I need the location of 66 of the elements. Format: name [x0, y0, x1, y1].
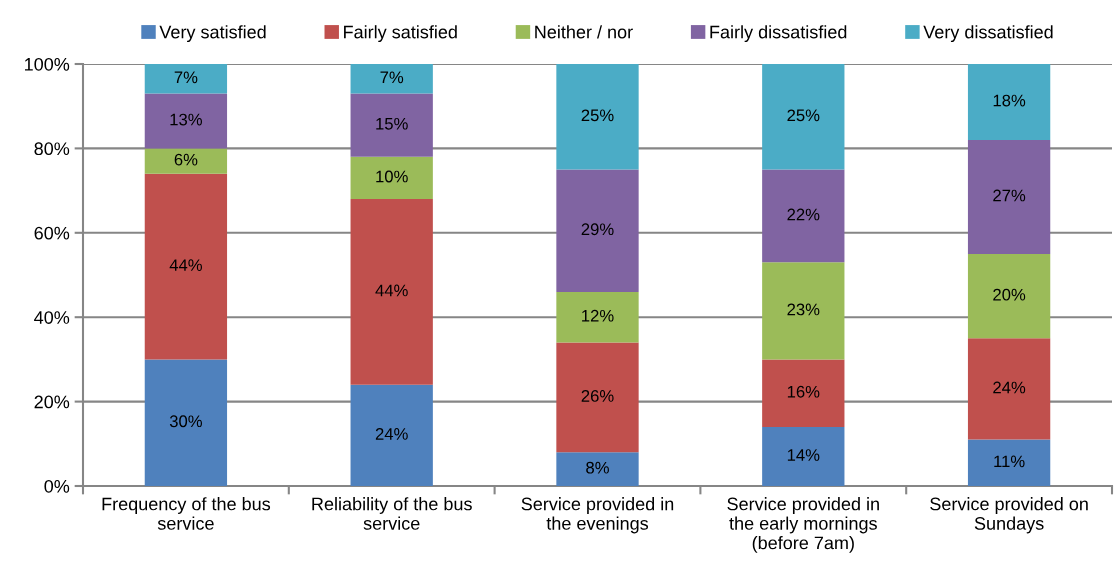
- bar: [762, 64, 845, 170]
- y-tick-label: 0%: [44, 479, 70, 493]
- data-label: 15%: [376, 117, 408, 130]
- data-label: 13%: [170, 113, 202, 126]
- bar: [967, 253, 1051, 339]
- legend-label: Fairly dissatisfied: [710, 25, 847, 43]
- bar: [556, 291, 639, 343]
- bar: [144, 93, 228, 149]
- x-tick-label: Service provided in the evenings: [521, 497, 674, 534]
- x-tick-label: Service provided on Sundays: [930, 497, 1088, 534]
- data-label: 30%: [169, 415, 202, 428]
- bar: [556, 169, 639, 292]
- bar: [967, 64, 1051, 140]
- bar: [762, 169, 845, 263]
- bar: [556, 342, 639, 453]
- bar: [350, 64, 433, 94]
- data-label: 6%: [174, 153, 198, 166]
- y-tick-label: 20%: [34, 395, 70, 409]
- data-label: 8%: [586, 461, 609, 474]
- bar: [144, 148, 228, 174]
- data-label: 44%: [169, 259, 202, 271]
- bar: [967, 439, 1051, 486]
- data-label: 12%: [582, 309, 614, 322]
- data-label: 25%: [787, 109, 820, 122]
- data-label: 7%: [380, 71, 404, 84]
- legend-label: Very satisfied: [159, 25, 266, 43]
- y-tick-label: 100%: [25, 57, 70, 71]
- y-tick-label: 60%: [34, 226, 70, 240]
- legend-label: Very dissatisfied: [923, 25, 1053, 43]
- data-label: 10%: [376, 170, 408, 183]
- data-label: 11%: [994, 455, 1025, 468]
- bar: [556, 452, 639, 486]
- data-label: 24%: [375, 428, 408, 440]
- x-tick-label: Service provided in the early mornings (before 7am): [727, 497, 879, 553]
- data-label: 14%: [787, 449, 820, 461]
- x-tick-label: Reliability of the bus service: [312, 497, 472, 530]
- bar: [144, 173, 228, 360]
- bar: [350, 156, 433, 200]
- bar: [144, 64, 228, 94]
- bar: [967, 338, 1051, 440]
- data-label: 25%: [581, 109, 614, 122]
- bar: [144, 359, 228, 486]
- y-tick-label: 40%: [34, 311, 70, 324]
- legend-label: Fairly satisfied: [344, 25, 457, 43]
- bar: [762, 262, 845, 360]
- data-label: 26%: [581, 390, 614, 402]
- bar: [350, 93, 433, 157]
- data-label: 7%: [174, 71, 198, 84]
- data-label: 44%: [375, 284, 408, 297]
- x-tick-label: Frequency of the bus service: [102, 497, 271, 530]
- bar: [556, 64, 639, 170]
- legend-label: Neither / nor: [535, 25, 633, 39]
- bar: [762, 426, 845, 486]
- bar: [967, 139, 1051, 254]
- data-label: 16%: [787, 385, 820, 398]
- bar: [350, 384, 433, 486]
- bar: [350, 199, 433, 385]
- data-label: 22%: [787, 208, 820, 221]
- bar: [762, 359, 845, 427]
- data-label: 27%: [993, 189, 1026, 202]
- data-label: 29%: [581, 223, 614, 236]
- data-label: 20%: [993, 288, 1026, 301]
- data-label: 18%: [993, 94, 1026, 107]
- data-label: 24%: [993, 381, 1026, 394]
- data-label: 23%: [787, 303, 820, 316]
- y-tick-label: 80%: [34, 142, 70, 156]
